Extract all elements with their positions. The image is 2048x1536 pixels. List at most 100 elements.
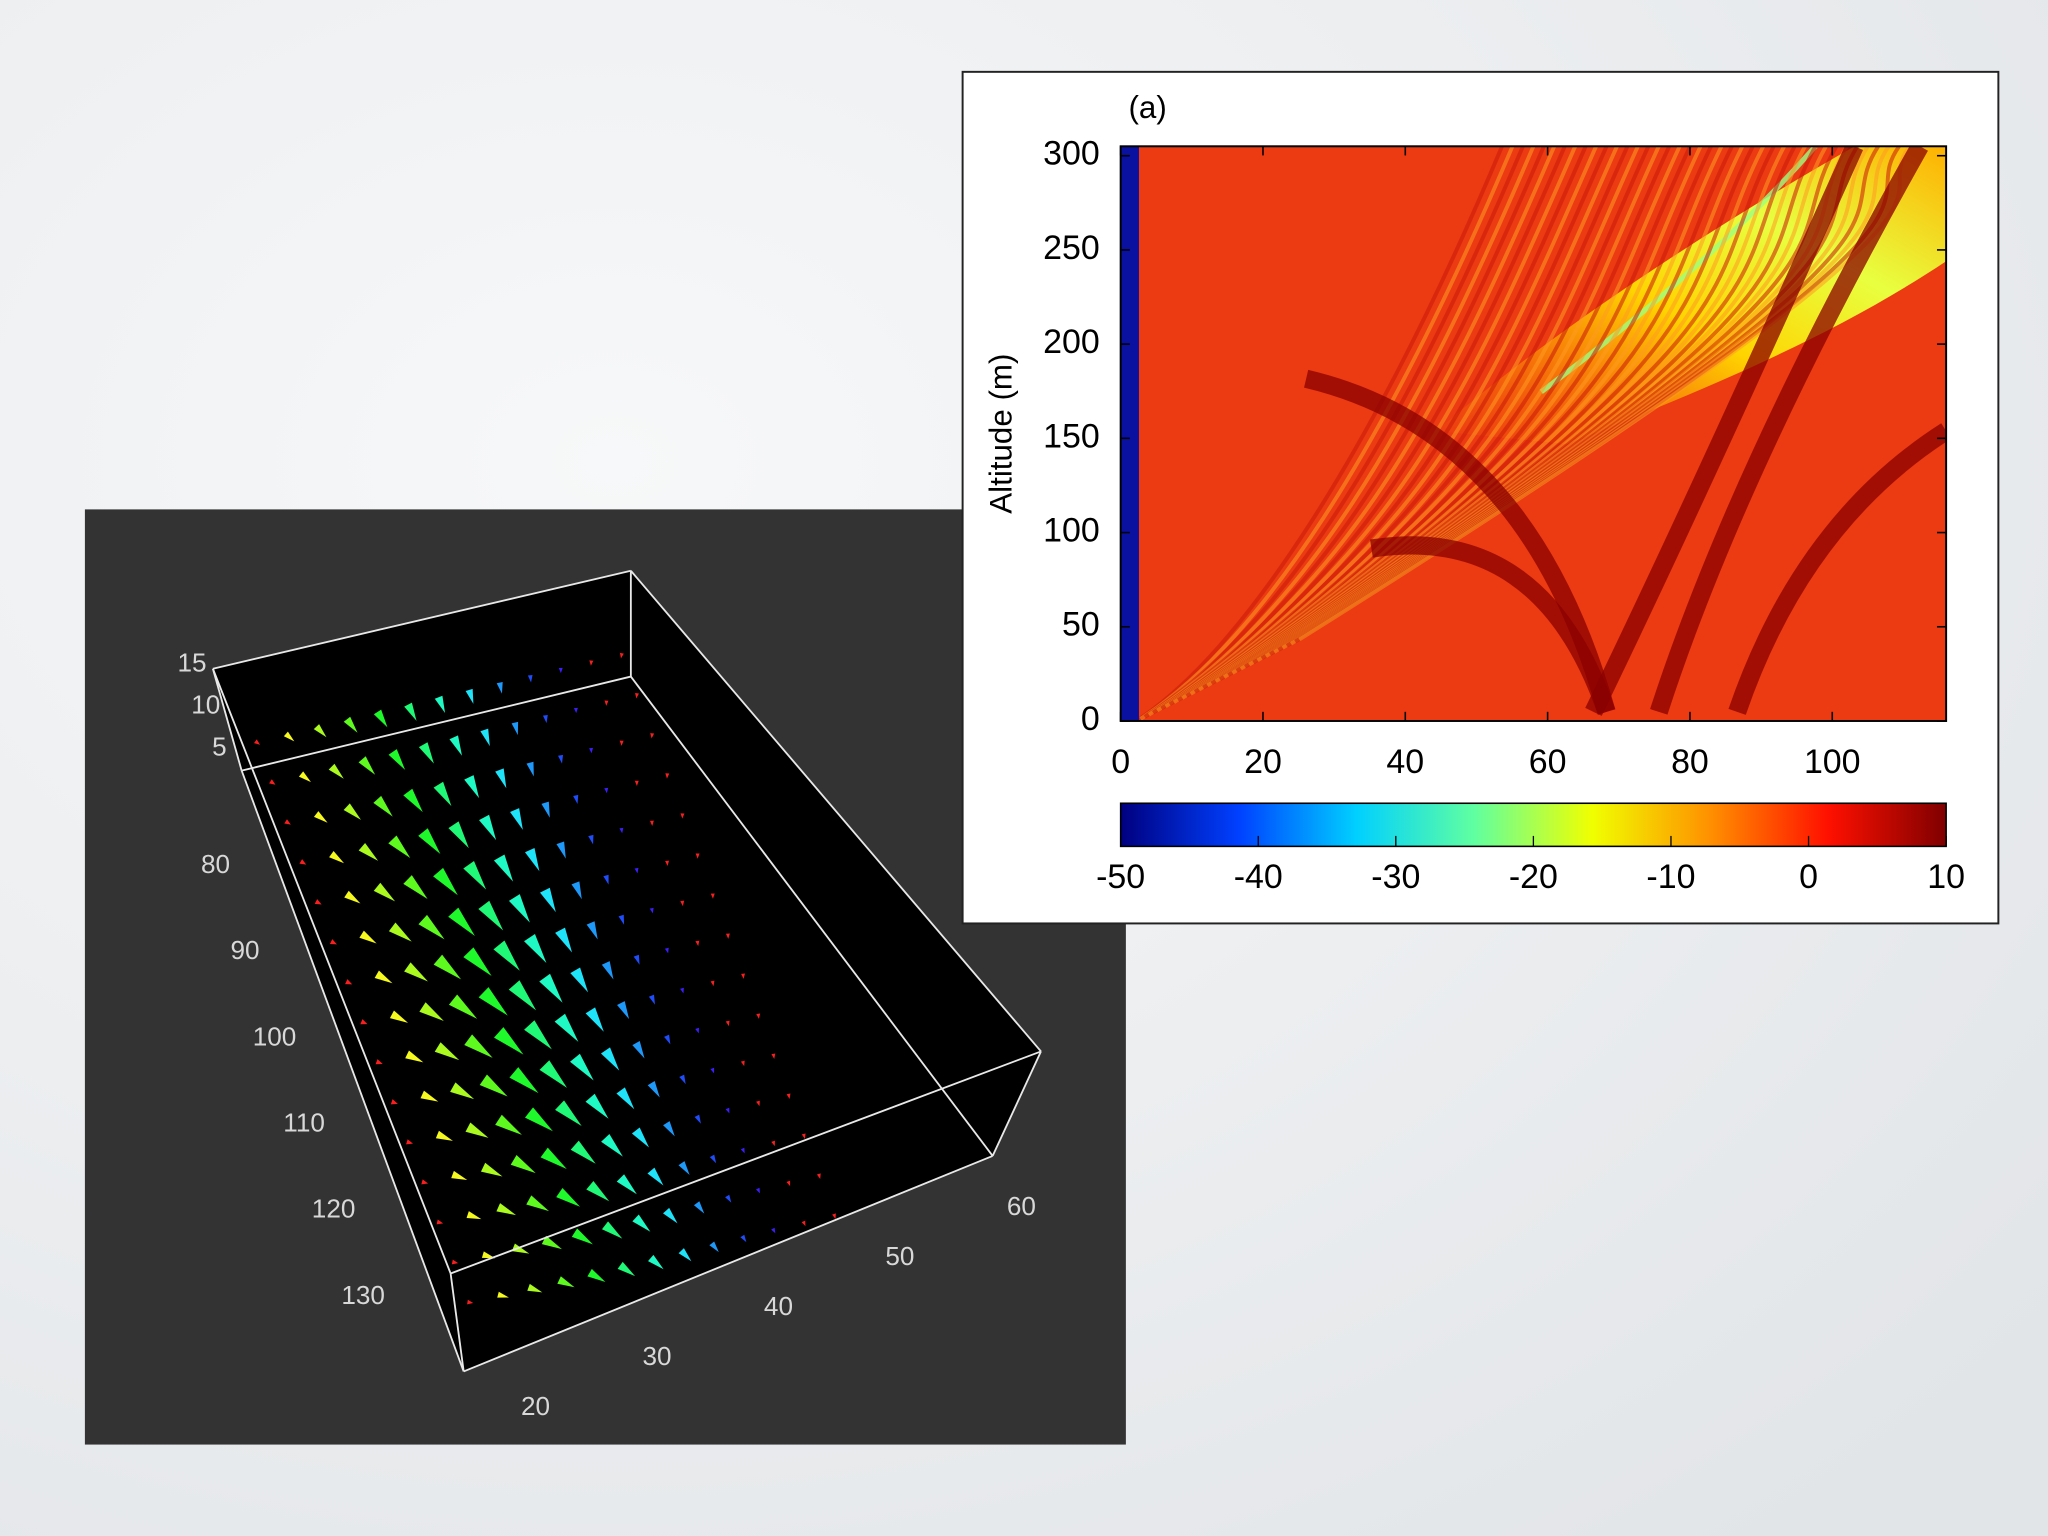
vector-cone	[555, 927, 573, 953]
vector-cone	[478, 987, 508, 1016]
vector-cone	[510, 808, 523, 830]
texture-stripe	[1135, 146, 1504, 721]
x-tick-label: 30	[642, 1341, 671, 1371]
vector-cone	[418, 914, 445, 940]
colorbar-tick-label: -30	[1371, 858, 1420, 896]
vector-cone	[570, 1053, 594, 1081]
vector-cone	[494, 1027, 524, 1055]
vector-cone	[421, 1179, 429, 1185]
vector-cone	[619, 827, 624, 834]
y-axis-label: Altitude (m)	[983, 354, 1018, 514]
vector-cone	[419, 1002, 444, 1021]
vector-cone	[664, 947, 669, 954]
vector-cone	[329, 850, 345, 864]
heatmap-panel: (a) Altitude (m) 0 20 40 60 80 10005010015020…	[961, 70, 2000, 925]
vector-cone	[603, 874, 609, 885]
vector-cone	[558, 754, 564, 764]
y-tick-label: 200	[1043, 323, 1100, 361]
vector-cone	[433, 867, 458, 896]
vector-cone	[570, 1140, 596, 1164]
vector-cone	[771, 1227, 776, 1234]
vector-cone	[508, 980, 537, 1011]
texture-stripe	[1143, 146, 1525, 719]
vector-cone	[478, 900, 504, 931]
vector-cone	[345, 979, 353, 985]
x-tick-label: 20	[1244, 743, 1282, 781]
y-tick-label: 90	[231, 935, 260, 965]
vector-cone	[388, 749, 406, 770]
vector-cone	[555, 1100, 582, 1126]
texture-stripe	[1139, 146, 1515, 721]
vector-cone	[542, 714, 548, 724]
vector-cone	[448, 907, 475, 936]
vector-cone	[601, 1133, 623, 1157]
vector-cone	[496, 681, 503, 694]
vector-cone	[755, 1187, 761, 1194]
vector-cone	[284, 819, 291, 825]
vector-cone	[406, 1139, 413, 1145]
y-tick-label: 0	[1081, 700, 1100, 738]
vector-cone	[558, 667, 563, 674]
vector-cone	[741, 973, 746, 979]
vector-cone	[617, 1001, 630, 1020]
vector-cone	[585, 1093, 609, 1119]
vector-cone	[374, 970, 393, 984]
x-tick-label: 40	[764, 1291, 793, 1321]
y-tick-label: 300	[1043, 135, 1100, 173]
vector-cone	[464, 1034, 493, 1058]
vector-cone	[433, 781, 452, 807]
vector-cone	[493, 854, 514, 882]
vector-cone	[493, 940, 520, 971]
vector-cone	[359, 930, 377, 944]
vector-cone	[725, 1107, 730, 1114]
vector-cone	[601, 1221, 623, 1239]
vector-cone	[648, 994, 655, 1005]
vector-cone	[710, 893, 715, 899]
vector-cone	[313, 724, 327, 738]
vector-cone	[465, 688, 474, 704]
colorbar-tick-label: -20	[1509, 858, 1558, 896]
y-tick-label: 100	[253, 1021, 297, 1051]
vector-cone	[663, 1121, 675, 1137]
vector-cone	[298, 771, 311, 783]
texture-arc	[1585, 146, 1864, 716]
vector-cone	[586, 1180, 610, 1202]
vector-cone	[589, 660, 594, 666]
colorbar-tick-label: 10	[1927, 858, 1965, 896]
z-tick-label: 15	[177, 648, 206, 678]
vector-cone	[634, 867, 639, 874]
x-tick-label: 40	[1386, 743, 1424, 781]
vector-cone	[664, 1034, 671, 1045]
vector-cone	[586, 921, 598, 940]
vector-cone	[343, 716, 358, 733]
colorbar-tick-label: 0	[1799, 858, 1818, 896]
vector-cone	[556, 841, 566, 859]
vector-cone	[465, 1122, 489, 1138]
vector-cone	[463, 861, 487, 890]
vector-cone	[585, 1007, 604, 1032]
vector-cone	[604, 787, 609, 794]
x-tick-label: 80	[1671, 743, 1709, 781]
vector-cone	[650, 733, 655, 739]
vector-cone	[589, 747, 594, 754]
vector-cone	[524, 1107, 553, 1132]
vector-cone	[405, 1050, 424, 1063]
vector-cone	[467, 1299, 474, 1305]
vector-cone	[665, 860, 670, 867]
vector-cone	[509, 1067, 539, 1094]
vector-cone	[557, 1276, 575, 1288]
vector-cone	[587, 1268, 606, 1282]
vector-cone	[448, 994, 478, 1019]
vector-cone	[464, 775, 480, 799]
vector-cone	[403, 788, 423, 813]
vector-cone	[463, 947, 492, 977]
vector-cone	[571, 881, 582, 900]
vector-cone	[693, 1201, 705, 1214]
vector-cone	[680, 900, 685, 907]
vector-cone	[680, 813, 685, 819]
vector-cone	[678, 1248, 692, 1262]
vector-cone	[479, 814, 497, 841]
vector-cone	[524, 1020, 552, 1050]
vector-cone	[801, 1133, 806, 1139]
vector-cone	[451, 1170, 468, 1180]
